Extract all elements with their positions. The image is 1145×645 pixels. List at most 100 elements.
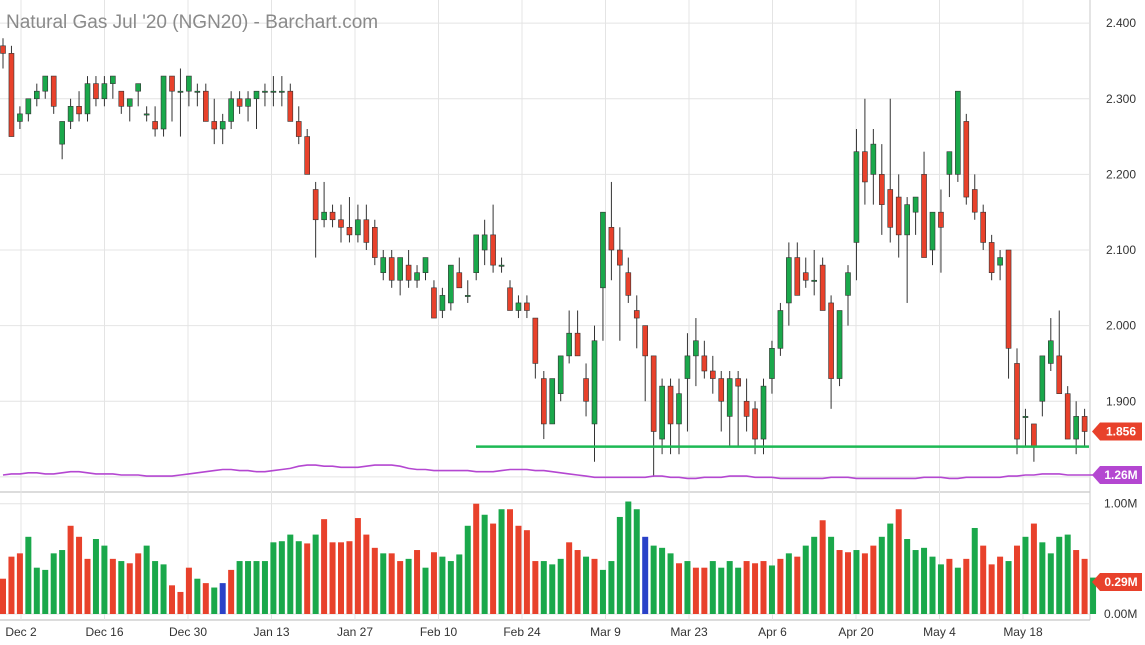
candle-body <box>422 257 429 273</box>
candle <box>287 83 294 122</box>
volume-bar <box>845 552 851 614</box>
candle-body <box>938 211 944 228</box>
candle <box>194 83 201 107</box>
volume-bar <box>701 567 708 614</box>
candle <box>743 378 750 432</box>
candle <box>135 83 141 107</box>
volume-bar <box>523 530 530 614</box>
candle-body <box>633 310 640 319</box>
candle-body <box>600 211 606 289</box>
candle <box>912 196 919 235</box>
volume-bar <box>371 547 378 614</box>
date-tick-label: Feb 24 <box>503 625 541 639</box>
candle <box>566 310 572 364</box>
volume-bar <box>1022 536 1029 614</box>
volume-bar <box>414 550 421 614</box>
volume-average-layer <box>2 464 1093 480</box>
candle-body <box>25 98 32 115</box>
volume-bar <box>743 561 750 614</box>
candle-body <box>1073 416 1079 440</box>
volume-bar <box>878 536 885 614</box>
volume-bar <box>329 542 336 614</box>
volume-bar <box>312 534 319 614</box>
volume-bar <box>1073 550 1080 614</box>
volume-bar <box>583 556 590 614</box>
candle <box>777 302 784 356</box>
candle <box>380 250 387 281</box>
candle <box>878 144 885 235</box>
candle-body <box>659 385 665 440</box>
candle <box>726 371 733 447</box>
volume-bar <box>591 558 598 614</box>
volume-bar <box>261 561 268 614</box>
candle <box>786 242 792 326</box>
candle-body <box>1064 393 1071 440</box>
volume-bar <box>1030 523 1037 614</box>
candle <box>177 68 184 137</box>
volume-bar <box>566 542 573 614</box>
current-volume-badge-text: 0.29M <box>1104 575 1137 589</box>
volume-bar <box>338 542 344 614</box>
candle <box>295 106 302 145</box>
price-tick-label: 2.200 <box>1106 167 1136 181</box>
candle <box>397 257 403 296</box>
current-volume-badge: 0.29M <box>1092 573 1142 592</box>
volume-bar <box>498 509 505 614</box>
volume-bar <box>50 553 57 614</box>
candle <box>481 219 488 266</box>
candle <box>836 310 843 387</box>
current-volume-badge-shape <box>1092 573 1142 592</box>
candle <box>464 280 471 303</box>
volume-bar <box>287 534 294 614</box>
candle <box>25 98 32 122</box>
volume-bar <box>549 564 556 614</box>
volume-bar <box>194 578 201 614</box>
candle <box>211 98 218 145</box>
last-price-badge-shape <box>1092 422 1142 441</box>
candle <box>540 371 547 440</box>
volume-bar <box>202 583 209 614</box>
candle-body <box>760 385 767 440</box>
candle-body <box>17 113 23 122</box>
price-tick-label: 2.100 <box>1106 243 1136 257</box>
volume-bar <box>481 514 488 614</box>
candle-body <box>194 90 201 93</box>
candle-body <box>59 121 65 145</box>
candle-body <box>203 90 209 122</box>
volume-bar <box>811 536 818 614</box>
volume-bar <box>346 541 353 614</box>
candle <box>321 181 327 228</box>
candle-body <box>693 340 699 357</box>
candle-body <box>118 90 125 107</box>
candle-body <box>1005 249 1012 349</box>
volume-bar <box>211 587 218 614</box>
volume-average-badge: 1.26M <box>1092 466 1142 485</box>
candle <box>735 371 741 447</box>
candle-body <box>802 272 809 281</box>
candle-body <box>1022 416 1029 418</box>
candle <box>701 340 708 379</box>
candle <box>574 310 581 357</box>
candle-body <box>921 174 927 258</box>
volume-bar <box>963 558 970 614</box>
candle-body <box>887 189 894 228</box>
candle <box>152 106 158 137</box>
candle-body <box>963 121 970 198</box>
candle-body <box>464 295 471 297</box>
candle <box>845 265 851 326</box>
volume-bar <box>954 567 961 614</box>
date-tick-label: Mar 9 <box>590 625 621 639</box>
candle-body <box>507 287 513 311</box>
candle-body <box>33 90 40 100</box>
volume-bar <box>819 520 826 614</box>
candle <box>84 76 91 122</box>
volume-bar <box>253 561 260 614</box>
candle-body <box>794 257 801 296</box>
volume-bar <box>42 569 49 614</box>
candle <box>101 76 108 107</box>
candle-body <box>397 257 403 281</box>
candle <box>591 325 598 462</box>
candle-body <box>287 90 294 122</box>
candle-body <box>405 264 412 281</box>
